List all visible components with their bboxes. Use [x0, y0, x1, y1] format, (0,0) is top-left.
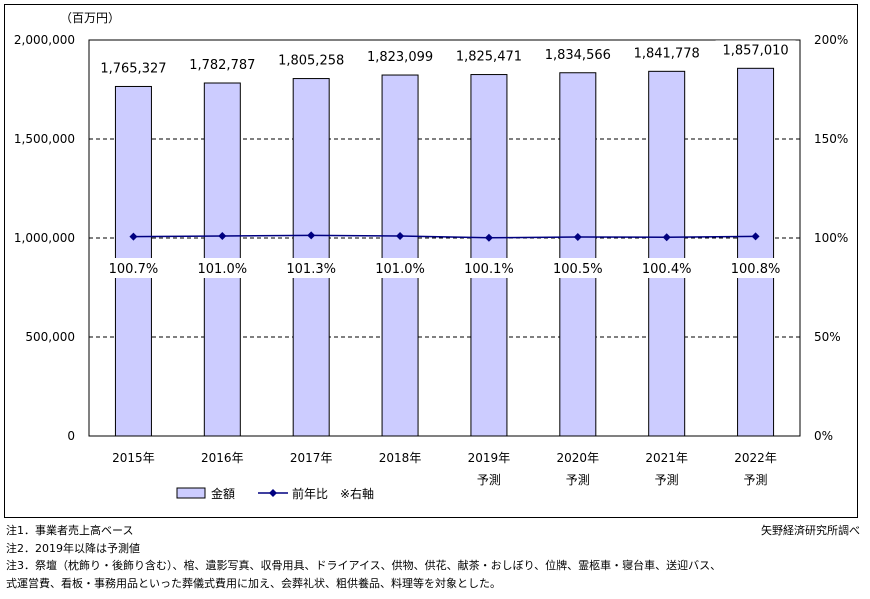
note-3: 注3．祭壇（枕飾り・後飾り含む）、棺、遺影写真、収骨用具、ドライアイス、供物、供…	[6, 559, 722, 572]
bar-amount	[648, 70, 686, 437]
bar-value-label: 1,857,010	[722, 43, 788, 58]
bar-amount	[381, 74, 419, 437]
note-3-continued: 式運営費、看板・事務用品といった葬儀式費用に加え、会葬礼状、粗供養品、料理等を対…	[6, 576, 501, 590]
line-label-background	[545, 258, 610, 278]
bar-label-background	[626, 43, 707, 63]
line-marker	[662, 233, 671, 242]
line-value-label: 100.7%	[109, 262, 159, 277]
x-tick-sublabel: 予測	[477, 473, 501, 487]
y-right-tick-label: 150%	[814, 132, 848, 146]
line-label-background	[456, 258, 521, 278]
chart-area: 0 500,000 1,000,000 1,500,000 2,000,000 0% 50%…	[14, 11, 848, 501]
bar-value-label: 1,823,099	[367, 50, 433, 65]
bar-label-background	[182, 55, 263, 75]
notes-block: 注1．事業者売上高ベース 注2．2019年以降は予測値 注3．祭壇（枕飾り・後飾…	[6, 522, 866, 592]
y-left-unit-label: （百万円）	[60, 11, 120, 25]
bar-amount	[559, 72, 597, 437]
y-right-tick-label: 100%	[814, 231, 848, 245]
legend-label-amount: 金額	[211, 486, 235, 501]
bar-value-label: 1,805,258	[278, 54, 344, 69]
line-marker	[129, 232, 138, 241]
line-value-label: 101.0%	[375, 262, 425, 277]
x-tick-label: 2021年	[645, 451, 688, 465]
bar-amount	[737, 67, 775, 437]
bar-label-background	[715, 40, 796, 60]
line-value-label: 100.4%	[642, 262, 692, 277]
legend-swatch-amount	[176, 487, 206, 499]
line-label-background	[723, 258, 788, 278]
bar-label-background	[537, 44, 618, 64]
line-marker	[307, 231, 316, 240]
note-2: 注2．2019年以降は予測値	[6, 541, 140, 555]
x-tick-label: 2017年	[290, 451, 333, 465]
bar-value-label: 1,834,566	[545, 48, 611, 63]
y-left-tick-label: 1,000,000	[14, 231, 75, 245]
y-left-tick-label: 0	[67, 429, 75, 443]
line-value-label: 101.0%	[198, 262, 248, 277]
y-right-tick-label: 50%	[814, 330, 841, 344]
x-tick-sublabel: 予測	[566, 473, 590, 487]
legend-marker-yoy	[269, 489, 277, 497]
legend-label-yoy: 前年比	[292, 486, 328, 501]
bar-value-label: 1,825,471	[456, 50, 522, 65]
bar-label-background	[360, 47, 441, 67]
x-tick-sublabel: 予測	[655, 473, 679, 487]
line-label-background	[368, 258, 433, 278]
y-left-tick-label: 2,000,000	[14, 33, 75, 47]
line-label-background	[634, 258, 699, 278]
line-marker	[484, 233, 493, 242]
y-right-tick-label: 200%	[814, 33, 848, 47]
x-tick-sublabel: 予測	[744, 473, 768, 487]
bar-label-background	[271, 50, 352, 70]
line-marker	[396, 232, 405, 241]
line-label-background	[190, 258, 255, 278]
y-right-tick-label: 0%	[814, 429, 833, 443]
bar-amount	[470, 74, 508, 437]
source-credit: 矢野経済研究所調べ	[761, 524, 860, 537]
bar-value-label: 1,782,787	[189, 58, 255, 73]
line-value-label: 100.8%	[731, 262, 781, 277]
bar-label-background	[448, 46, 529, 66]
line-marker	[218, 232, 227, 241]
x-tick-label: 2019年	[468, 451, 511, 465]
line-marker	[751, 232, 760, 241]
line-value-label: 101.3%	[286, 262, 336, 277]
note-1: 注1．事業者売上高ベース	[6, 524, 134, 537]
line-label-background	[101, 258, 166, 278]
line-yoy	[133, 234, 756, 239]
line-marker	[573, 233, 582, 242]
line-label-background	[279, 258, 344, 278]
bar-value-label: 1,765,327	[100, 61, 166, 76]
y-left-tick-label: 500,000	[25, 330, 75, 344]
legend-note: ※右軸	[340, 486, 374, 501]
x-tick-label: 2015年	[112, 451, 155, 465]
x-tick-label: 2016年	[201, 451, 244, 465]
x-tick-label: 2022年	[734, 451, 777, 465]
x-tick-label: 2020年	[557, 451, 600, 465]
y-left-tick-label: 1,500,000	[14, 132, 75, 146]
line-value-label: 100.1%	[464, 262, 514, 277]
bar-label-background	[93, 58, 174, 78]
x-tick-label: 2018年	[379, 451, 422, 465]
line-value-label: 100.5%	[553, 262, 603, 277]
bar-value-label: 1,841,778	[634, 46, 700, 61]
bar-amount	[292, 78, 330, 437]
